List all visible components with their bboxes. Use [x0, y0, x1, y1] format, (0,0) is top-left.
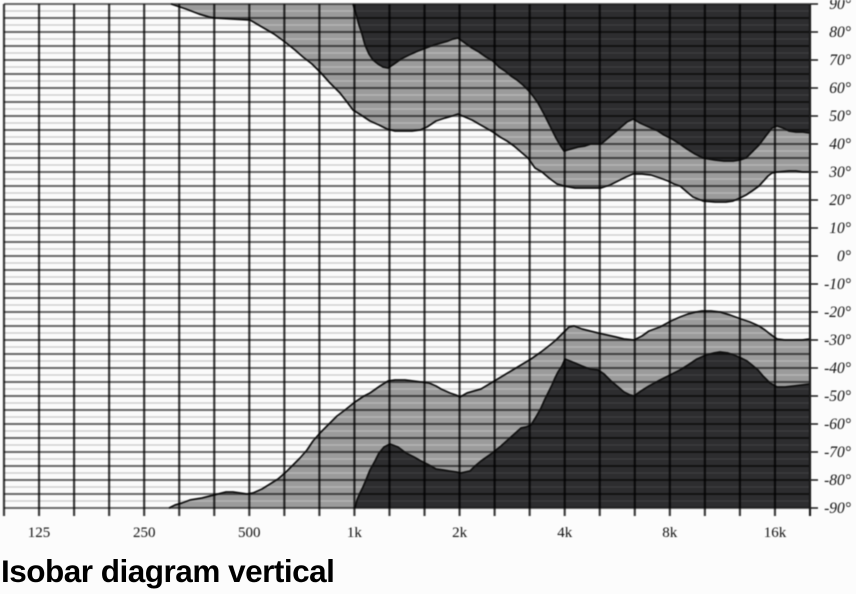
svg-text:50°: 50°: [829, 108, 851, 125]
svg-text:125: 125: [28, 525, 51, 541]
svg-text:-10°: -10°: [824, 276, 851, 293]
svg-text:8k: 8k: [662, 525, 678, 541]
svg-text:60°: 60°: [829, 80, 851, 97]
svg-text:90°: 90°: [829, 0, 851, 13]
svg-text:80°: 80°: [829, 24, 851, 41]
svg-text:-90°: -90°: [824, 500, 851, 517]
svg-text:-70°: -70°: [824, 444, 851, 461]
svg-text:-60°: -60°: [824, 416, 851, 433]
svg-text:500: 500: [238, 525, 261, 541]
svg-text:-30°: -30°: [824, 332, 851, 349]
svg-text:250: 250: [133, 525, 156, 541]
svg-text:-50°: -50°: [824, 388, 851, 405]
svg-text:-20°: -20°: [824, 304, 851, 321]
svg-text:30°: 30°: [828, 164, 851, 181]
svg-text:16k: 16k: [764, 525, 787, 541]
svg-text:10°: 10°: [829, 220, 851, 237]
svg-text:20°: 20°: [829, 192, 851, 209]
svg-text:1k: 1k: [347, 525, 363, 541]
svg-text:4k: 4k: [557, 525, 573, 541]
svg-text:2k: 2k: [452, 525, 468, 541]
svg-text:0°: 0°: [837, 248, 851, 265]
svg-text:40°: 40°: [829, 136, 851, 153]
svg-text:-80°: -80°: [824, 472, 851, 489]
svg-text:70°: 70°: [829, 52, 851, 69]
svg-text:-40°: -40°: [824, 360, 851, 377]
